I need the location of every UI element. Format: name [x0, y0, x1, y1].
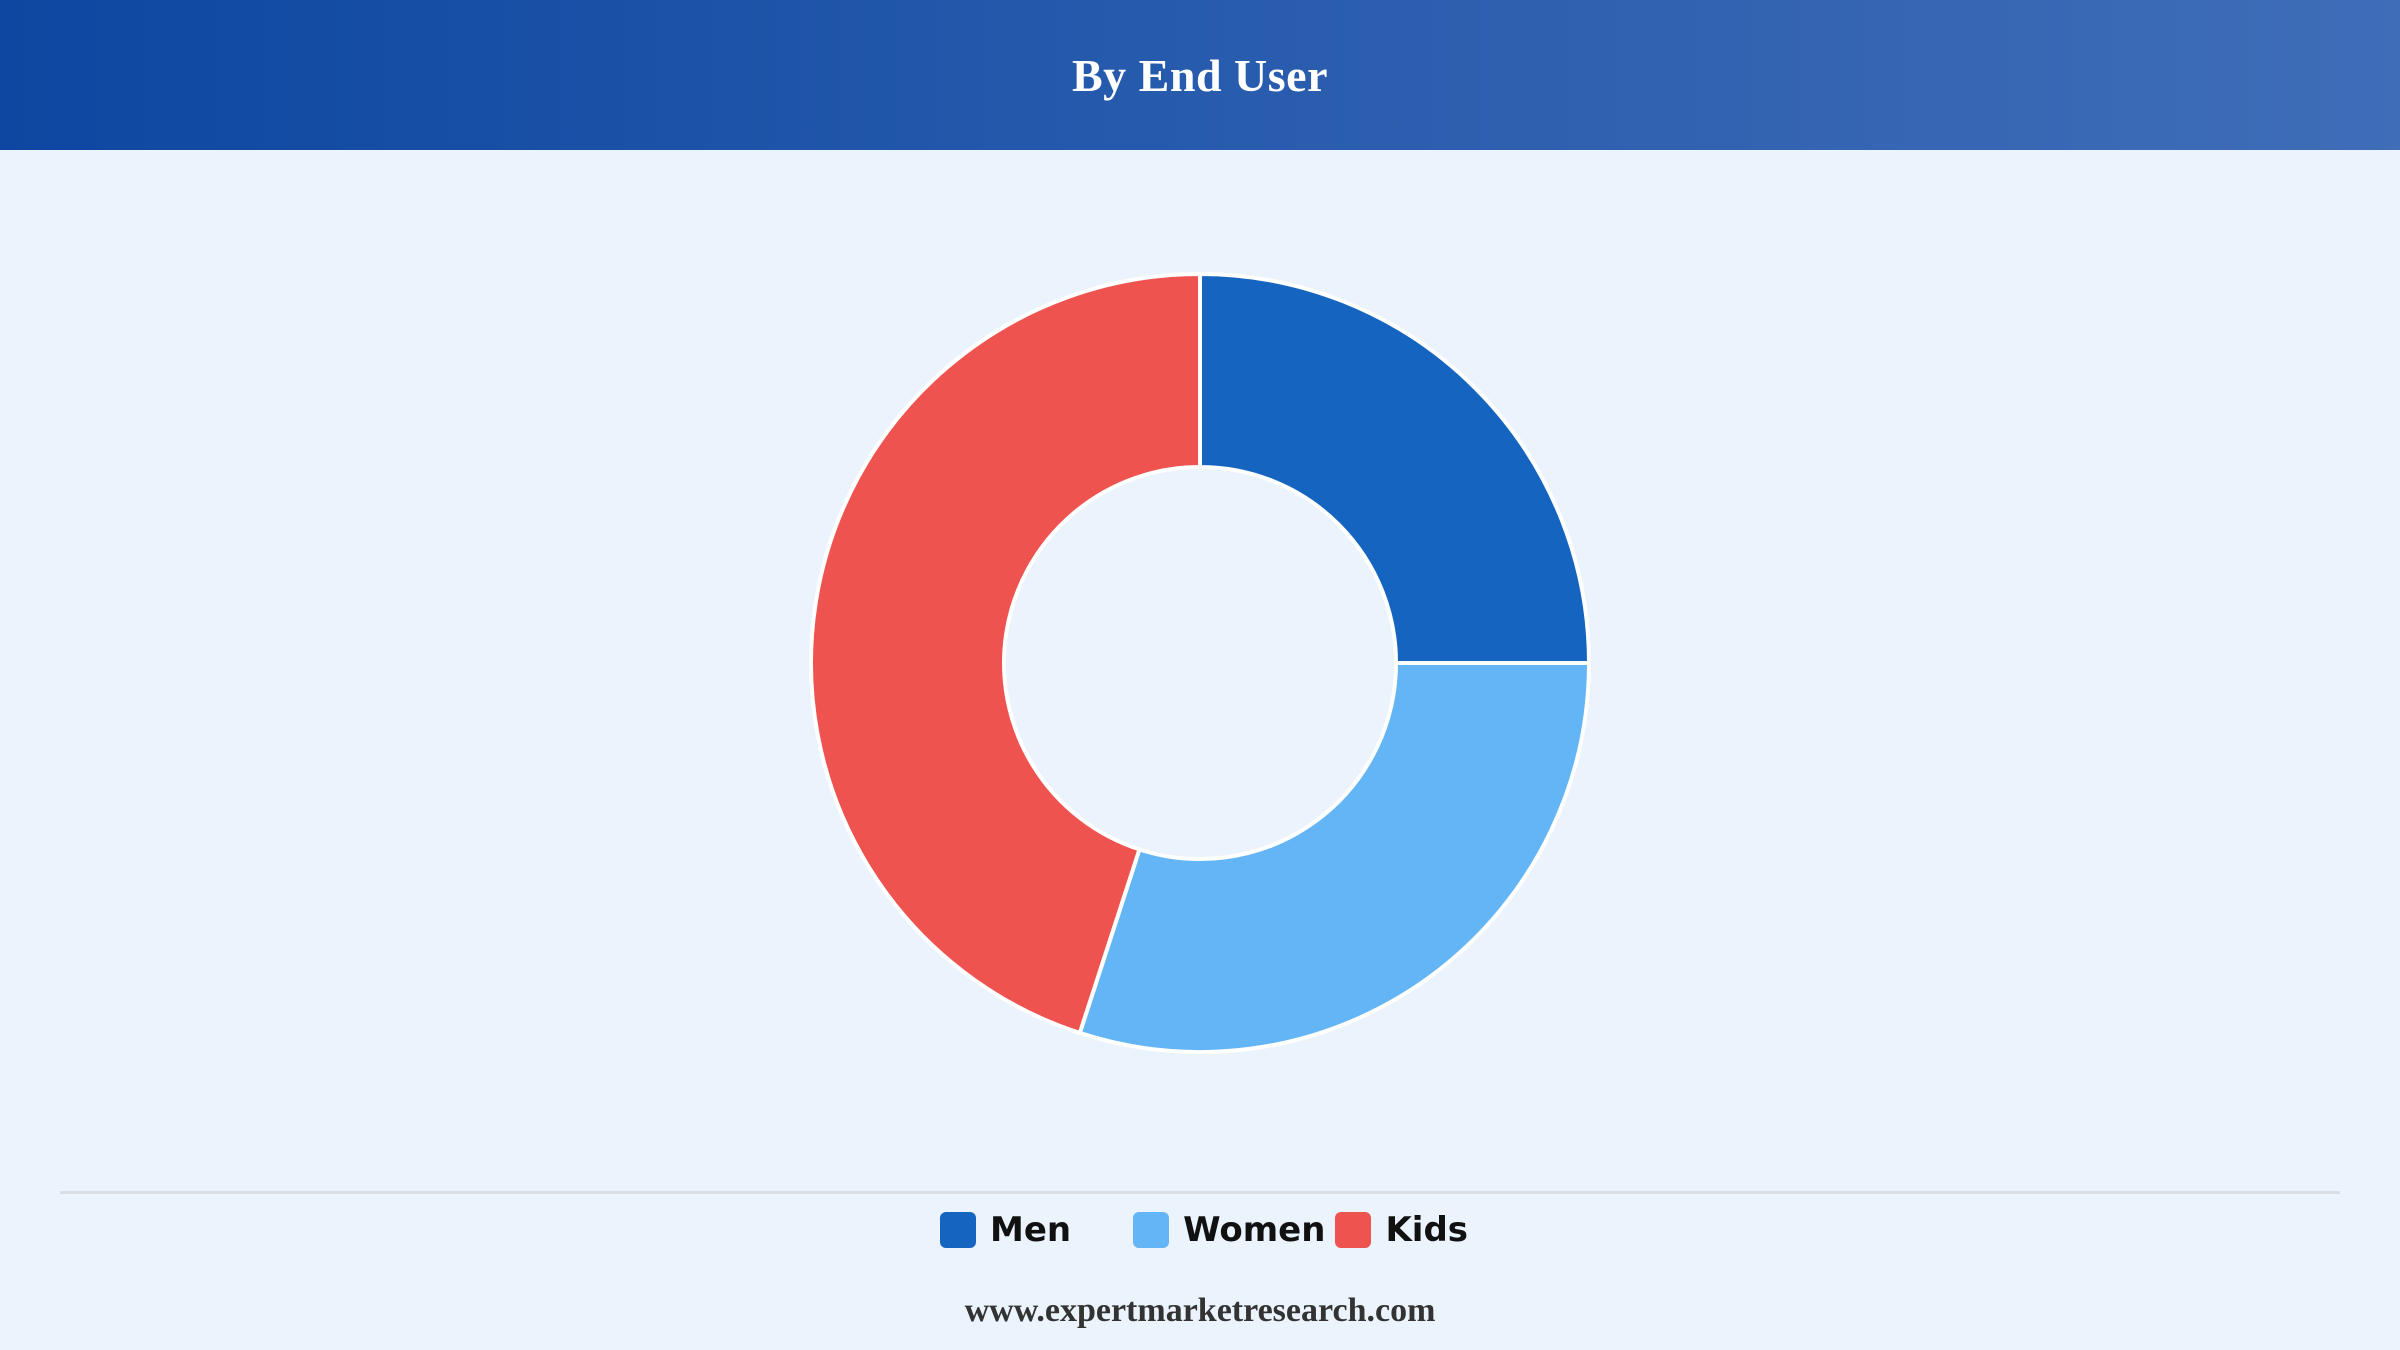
slice-men[interactable]: [1198, 272, 1591, 665]
legend-item-women[interactable]: Women: [1133, 1210, 1325, 1250]
chart-legend: Men Women Kids: [0, 1203, 2400, 1257]
header-banner: By End User: [0, 0, 2400, 150]
legend-divider: [60, 1191, 2340, 1194]
chart-title: By End User: [1072, 49, 1328, 101]
legend-item-kids[interactable]: Kids: [1335, 1210, 1468, 1250]
slice-women[interactable]: [1077, 661, 1591, 1054]
source-url: www.expertmarketresearch.com: [964, 1292, 1436, 1329]
legend-label-kids: Kids: [1385, 1210, 1469, 1250]
legend-swatch-kids: [1335, 1212, 1372, 1248]
legend-swatch-men: [939, 1212, 976, 1248]
legend-label-men: Men: [989, 1210, 1072, 1250]
legend-swatch-women: [1133, 1212, 1170, 1248]
slice-kids[interactable]: [809, 272, 1202, 1035]
legend-item-men[interactable]: Men: [939, 1210, 1072, 1250]
legend-label-women: Women: [1183, 1210, 1326, 1250]
donut-slices: [809, 272, 1591, 1054]
